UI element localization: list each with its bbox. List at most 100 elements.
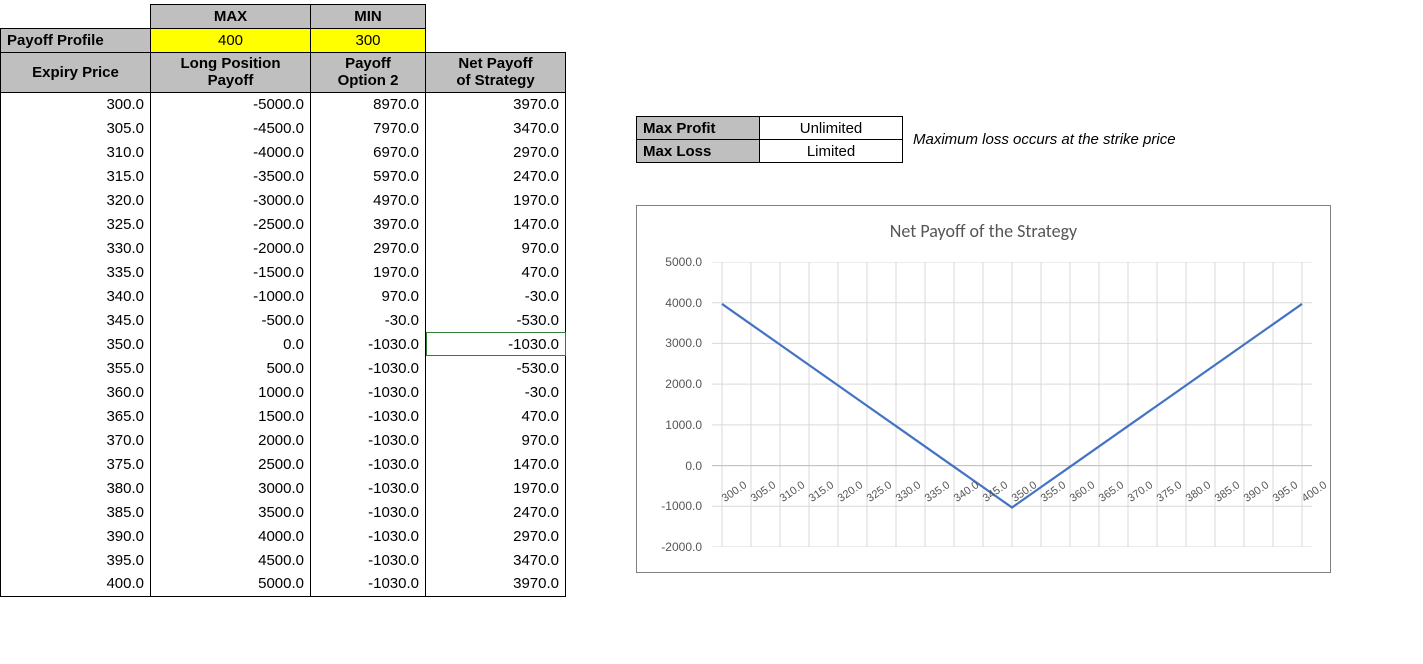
table-row: 400.05000.0-1030.03970.0 — [1, 572, 566, 596]
long-cell[interactable]: -5000.0 — [151, 92, 311, 116]
expiry-cell[interactable]: 330.0 — [1, 236, 151, 260]
expiry-cell[interactable]: 325.0 — [1, 212, 151, 236]
expiry-cell[interactable]: 370.0 — [1, 428, 151, 452]
opt2-cell[interactable]: 7970.0 — [311, 116, 426, 140]
opt2-cell[interactable]: 8970.0 — [311, 92, 426, 116]
long-cell[interactable]: -1500.0 — [151, 260, 311, 284]
net-cell[interactable]: 970.0 — [426, 428, 566, 452]
long-cell[interactable]: 5000.0 — [151, 572, 311, 596]
long-cell[interactable]: 2500.0 — [151, 452, 311, 476]
net-cell[interactable]: -530.0 — [426, 356, 566, 380]
opt2-cell[interactable]: 4970.0 — [311, 188, 426, 212]
opt2-cell[interactable]: 5970.0 — [311, 164, 426, 188]
expiry-cell[interactable]: 395.0 — [1, 548, 151, 572]
expiry-cell[interactable]: 340.0 — [1, 284, 151, 308]
expiry-cell[interactable]: 305.0 — [1, 116, 151, 140]
net-cell[interactable]: 2470.0 — [426, 164, 566, 188]
expiry-cell[interactable]: 375.0 — [1, 452, 151, 476]
opt2-cell[interactable]: 1970.0 — [311, 260, 426, 284]
expiry-cell[interactable]: 350.0 — [1, 332, 151, 356]
long-cell[interactable]: 2000.0 — [151, 428, 311, 452]
long-cell[interactable]: 3000.0 — [151, 476, 311, 500]
payoff-chart: Net Payoff of the Strategy -2000.0-1000.… — [636, 205, 1331, 573]
expiry-cell[interactable]: 385.0 — [1, 500, 151, 524]
expiry-cell[interactable]: 320.0 — [1, 188, 151, 212]
opt2-cell[interactable]: 6970.0 — [311, 140, 426, 164]
net-cell[interactable]: 3970.0 — [426, 572, 566, 596]
net-cell[interactable]: 970.0 — [426, 236, 566, 260]
max-value-cell[interactable]: 400 — [151, 29, 311, 53]
long-cell[interactable]: -2000.0 — [151, 236, 311, 260]
summary-block: Max Profit Unlimited Max Loss Limited Ma… — [636, 116, 1331, 163]
opt2-cell[interactable]: -1030.0 — [311, 500, 426, 524]
expiry-cell[interactable]: 400.0 — [1, 572, 151, 596]
long-cell[interactable]: 1000.0 — [151, 380, 311, 404]
net-cell[interactable]: 3970.0 — [426, 92, 566, 116]
opt2-cell[interactable]: -1030.0 — [311, 452, 426, 476]
opt2-cell[interactable]: -1030.0 — [311, 380, 426, 404]
expiry-cell[interactable]: 365.0 — [1, 404, 151, 428]
net-cell[interactable]: -30.0 — [426, 284, 566, 308]
max-profit-label: Max Profit — [637, 117, 760, 140]
net-cell[interactable]: 2970.0 — [426, 524, 566, 548]
expiry-cell[interactable]: 390.0 — [1, 524, 151, 548]
max-loss-value: Limited — [760, 140, 903, 163]
expiry-cell[interactable]: 345.0 — [1, 308, 151, 332]
expiry-cell[interactable]: 310.0 — [1, 140, 151, 164]
opt2-cell[interactable]: -1030.0 — [311, 428, 426, 452]
opt2-cell[interactable]: -30.0 — [311, 308, 426, 332]
opt2-cell[interactable]: -1030.0 — [311, 476, 426, 500]
net-cell[interactable]: 2470.0 — [426, 500, 566, 524]
header-row-2: Payoff Profile 400 300 — [1, 29, 566, 53]
net-cell[interactable]: 470.0 — [426, 260, 566, 284]
long-cell[interactable]: -1000.0 — [151, 284, 311, 308]
long-cell[interactable]: 0.0 — [151, 332, 311, 356]
table-row: 330.0-2000.02970.0970.0 — [1, 236, 566, 260]
long-cell[interactable]: 4500.0 — [151, 548, 311, 572]
long-cell[interactable]: -4000.0 — [151, 140, 311, 164]
net-cell[interactable]: 1970.0 — [426, 188, 566, 212]
long-cell[interactable]: -500.0 — [151, 308, 311, 332]
long-cell[interactable]: -4500.0 — [151, 116, 311, 140]
opt2-cell[interactable]: -1030.0 — [311, 332, 426, 356]
opt2-cell[interactable]: -1030.0 — [311, 524, 426, 548]
opt2-cell[interactable]: -1030.0 — [311, 356, 426, 380]
opt2-cell[interactable]: -1030.0 — [311, 548, 426, 572]
long-cell[interactable]: 500.0 — [151, 356, 311, 380]
opt2-cell[interactable]: 970.0 — [311, 284, 426, 308]
net-cell[interactable]: 1470.0 — [426, 452, 566, 476]
net-cell[interactable]: 3470.0 — [426, 548, 566, 572]
net-cell[interactable]: 1470.0 — [426, 212, 566, 236]
expiry-cell[interactable]: 360.0 — [1, 380, 151, 404]
y-tick-label: 0.0 — [637, 459, 702, 473]
net-cell[interactable]: -30.0 — [426, 380, 566, 404]
opt2-cell[interactable]: 3970.0 — [311, 212, 426, 236]
net-cell[interactable]: 3470.0 — [426, 116, 566, 140]
opt2-cell[interactable]: -1030.0 — [311, 404, 426, 428]
table-row: 365.01500.0-1030.0470.0 — [1, 404, 566, 428]
opt2-cell[interactable]: 2970.0 — [311, 236, 426, 260]
net-cell[interactable]: -530.0 — [426, 308, 566, 332]
chart-title: Net Payoff of the Strategy — [637, 206, 1330, 242]
table-row: 310.0-4000.06970.02970.0 — [1, 140, 566, 164]
expiry-cell[interactable]: 355.0 — [1, 356, 151, 380]
net-cell[interactable]: -1030.0 — [426, 332, 566, 356]
min-value-cell[interactable]: 300 — [311, 29, 426, 53]
long-cell[interactable]: -2500.0 — [151, 212, 311, 236]
net-cell[interactable]: 2970.0 — [426, 140, 566, 164]
long-cell[interactable]: 4000.0 — [151, 524, 311, 548]
long-cell[interactable]: -3500.0 — [151, 164, 311, 188]
long-cell[interactable]: -3000.0 — [151, 188, 311, 212]
expiry-cell[interactable]: 300.0 — [1, 92, 151, 116]
long-cell[interactable]: 3500.0 — [151, 500, 311, 524]
net-cell[interactable]: 470.0 — [426, 404, 566, 428]
net-cell[interactable]: 1970.0 — [426, 476, 566, 500]
expiry-cell[interactable]: 315.0 — [1, 164, 151, 188]
expiry-cell[interactable]: 335.0 — [1, 260, 151, 284]
opt2-cell[interactable]: -1030.0 — [311, 572, 426, 596]
y-tick-label: -1000.0 — [637, 499, 702, 513]
table-row: 325.0-2500.03970.01470.0 — [1, 212, 566, 236]
expiry-cell[interactable]: 380.0 — [1, 476, 151, 500]
table-row: 390.04000.0-1030.02970.0 — [1, 524, 566, 548]
long-cell[interactable]: 1500.0 — [151, 404, 311, 428]
